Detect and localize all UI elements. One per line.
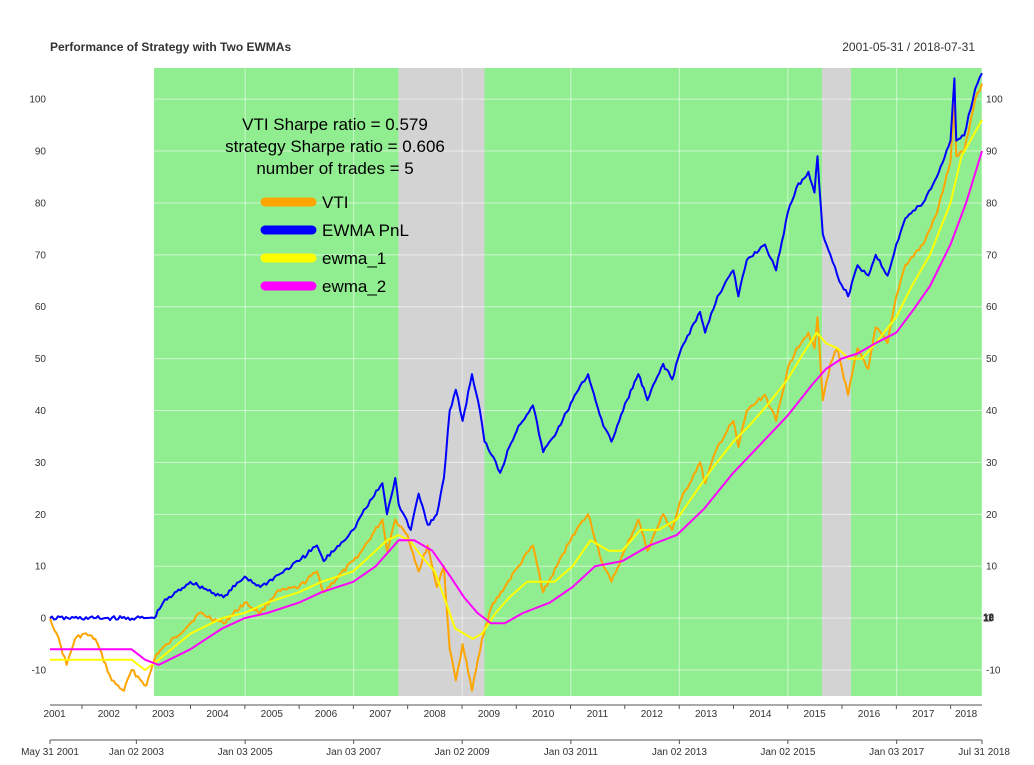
legend: VTI EWMA PnL ewma_1 ewma_2 [260, 193, 409, 296]
x-date-label: Jan 02 2009 [435, 747, 490, 758]
y-tick-label-right: 0 [986, 614, 992, 625]
series-line-ewma-2 [50, 150, 983, 666]
y-tick-label-right: 50 [986, 354, 998, 365]
x-year-label: 2013 [695, 709, 718, 720]
y-tick-label-right: 20 [986, 510, 998, 521]
position-regions [154, 68, 982, 696]
x-date-label: Jan 03 2017 [869, 747, 924, 758]
y-tick-label-right: 80 [986, 198, 998, 209]
x-year-label: 2005 [261, 709, 284, 720]
grid [49, 68, 983, 696]
y-tick-label-right: 40 [986, 406, 998, 417]
y-tick-label-left: 90 [35, 147, 47, 158]
y-tick-label-left: 70 [35, 250, 47, 261]
x-year-label: 2008 [424, 709, 447, 720]
x-date-label: Jul 31 2018 [958, 747, 1010, 758]
y-tick-label-left: 20 [35, 510, 47, 521]
y-tick-label-right: 70 [986, 250, 998, 261]
series-line-ewma-1 [50, 119, 983, 671]
annotation-vti-sharpe: VTI Sharpe ratio = 0.579 [242, 115, 428, 134]
y-tick-label-right: 90 [986, 147, 998, 158]
x-year-label: 2004 [206, 709, 229, 720]
chart-title: Performance of Strategy with Two EWMAs [50, 40, 291, 54]
date-range-label: 2001-05-31 / 2018-07-31 [842, 40, 975, 54]
x-date-label: Jan 03 2005 [218, 747, 273, 758]
y-tick-label-left: 50 [35, 354, 47, 365]
y-axis-left: -10 0 10 20 30 40 50 60 70 80 90 100 [29, 95, 46, 677]
y-tick-label-left: 10 [35, 562, 47, 573]
x-year-label: 2007 [369, 709, 392, 720]
x-year-label: 2018 [955, 709, 978, 720]
y-tick-label-right: 30 [986, 458, 998, 469]
x-year-label: 2011 [587, 709, 609, 720]
x-year-label: 2009 [478, 709, 501, 720]
annotation-strategy-sharpe: strategy Sharpe ratio = 0.606 [225, 137, 445, 156]
x-year-label: 2010 [532, 709, 555, 720]
series-lines [49, 72, 983, 692]
y-tick-label-left: 30 [35, 458, 47, 469]
y-tick-label-left: -10 [32, 666, 47, 677]
x-year-label: 2017 [912, 709, 935, 720]
series-end-label: 12 [983, 613, 995, 624]
x-year-label: 2012 [641, 709, 664, 720]
x-year-label: 2016 [858, 709, 881, 720]
annotation-number-of-trades: number of trades = 5 [256, 159, 413, 178]
y-tick-label-right: -10 [986, 666, 1001, 677]
x-date-label: Jan 02 2013 [652, 747, 707, 758]
x-date-label: Jan 03 2007 [326, 747, 381, 758]
legend-label: EWMA PnL [322, 221, 409, 240]
y-tick-label-left: 60 [35, 302, 47, 313]
y-tick-label-left: 100 [29, 95, 46, 106]
series-line-ewma-pnl [49, 72, 983, 622]
x-year-label: 2002 [98, 709, 121, 720]
series-line-vti [49, 83, 983, 692]
legend-label: VTI [322, 193, 348, 212]
x-year-label: 2006 [315, 709, 338, 720]
x-year-label: 2014 [749, 709, 772, 720]
y-tick-label-left: 40 [35, 406, 47, 417]
x-date-label: Jan 02 2015 [760, 747, 815, 758]
x-date-label: Jan 02 2003 [109, 747, 164, 758]
x-year-label: 2001 [43, 709, 66, 720]
y-tick-label-left: 80 [35, 198, 47, 209]
x-axis: 2001 2002 2003 2004 2005 2006 2007 2008 2009 2010… [21, 704, 1010, 758]
y-tick-label-right: 10 [986, 562, 998, 573]
x-date-label: May 31 2001 [21, 747, 79, 758]
y-tick-label-right: 60 [986, 302, 998, 313]
x-year-label: 2003 [152, 709, 175, 720]
x-date-label: Jan 03 2011 [544, 747, 599, 758]
y-tick-label-right: 100 [986, 95, 1003, 106]
y-tick-label-left: 0 [40, 614, 46, 625]
series-end-label: 10 [983, 614, 995, 625]
region-long-2 [484, 68, 823, 696]
x-year-label: 2015 [804, 709, 827, 720]
legend-label: ewma_1 [322, 249, 386, 268]
legend-label: ewma_2 [322, 277, 386, 296]
region-long-4 [850, 68, 982, 696]
